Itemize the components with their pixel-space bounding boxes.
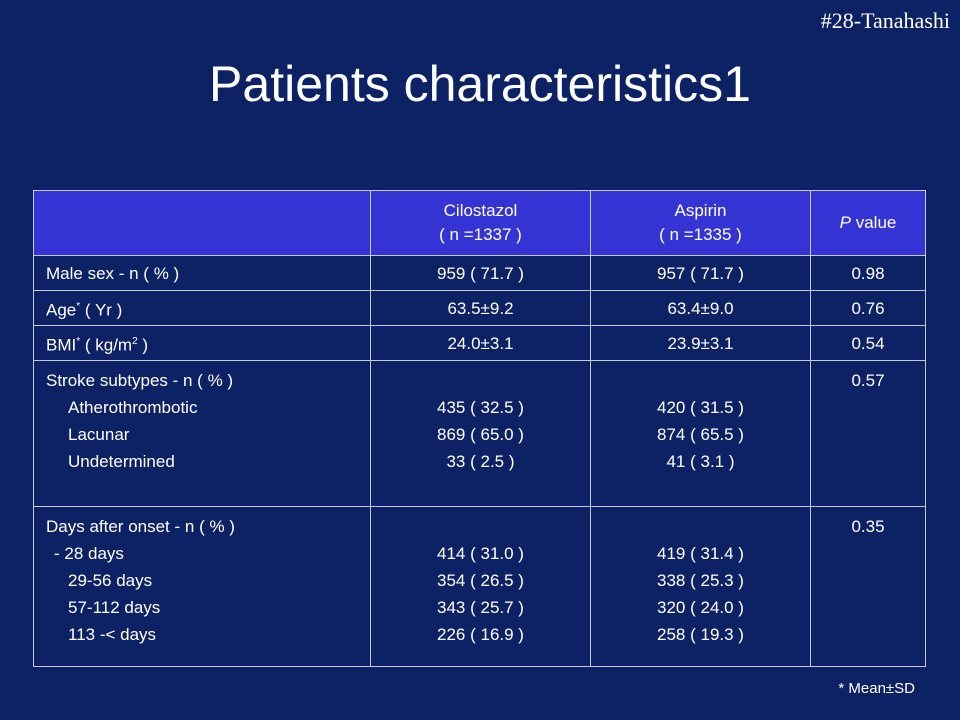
text: 0.76 <box>851 298 885 318</box>
cell: Age* ( Yr ) <box>33 290 371 326</box>
text: Days after onset - n ( % ) <box>46 517 235 536</box>
cell: 420 ( 31.5 ) 874 ( 65.5 ) 41 ( 3.1 ) <box>590 360 811 507</box>
text: 2 <box>132 335 138 347</box>
text: * <box>76 335 81 347</box>
text: P <box>839 213 851 232</box>
text: 0.35 <box>851 517 885 536</box>
cell: 63.5±9.2 <box>370 290 591 326</box>
text: 419 ( 31.4 ) <box>657 544 744 563</box>
text: 0.54 <box>851 333 885 353</box>
cell: 419 ( 31.4 ) 338 ( 25.3 ) 320 ( 24.0 ) 258 … <box>590 506 811 667</box>
cell: 23.9±3.1 <box>590 325 811 361</box>
text: 338 ( 25.3 ) <box>657 571 744 590</box>
text: Aspirin <box>674 201 727 220</box>
header-cell: Cilostazol ( n =1337 ) <box>370 190 591 256</box>
cell: 414 ( 31.0 ) 354 ( 26.5 ) 343 ( 25.7 ) 226 … <box>370 506 591 667</box>
text: 113 -< days <box>68 625 157 644</box>
text: ( n =1337 ) <box>439 225 522 244</box>
cell: Stroke subtypes - n ( % ) Atherothromboti… <box>33 360 371 507</box>
cell: Days after onset - n ( % ) - 28 days 29-56… <box>33 506 371 667</box>
header-cell: Aspirin ( n =1335 ) <box>590 190 811 256</box>
text: ( n =1335 ) <box>659 225 742 244</box>
cell: Male sex - n ( % ) <box>33 255 371 291</box>
text: BMI <box>46 335 77 355</box>
text: 957 ( 71.7 ) <box>657 263 744 283</box>
text: 63.4±9.0 <box>667 298 734 318</box>
text: * <box>76 300 81 312</box>
cell: 0.98 <box>810 255 926 291</box>
text: 63.5±9.2 <box>447 298 514 318</box>
text: 414 ( 31.0 ) <box>437 544 524 563</box>
cell: 0.35 <box>810 506 926 667</box>
cell: 0.54 <box>810 325 926 361</box>
cell: 959 ( 71.7 ) <box>370 255 591 291</box>
slide-tag: #28-Tanahashi <box>820 8 950 33</box>
text: 869 ( 65.0 ) <box>437 425 524 444</box>
text: 0.98 <box>851 263 885 283</box>
cell: 63.4±9.0 <box>590 290 811 326</box>
text: 343 ( 25.7 ) <box>437 598 524 617</box>
cell: BMI* ( kg/m2 ) <box>33 325 371 361</box>
text: 354 ( 26.5 ) <box>437 571 524 590</box>
text: Male sex - n ( % ) <box>46 263 180 283</box>
text: value <box>850 213 897 232</box>
text: 226 ( 16.9 ) <box>437 625 524 644</box>
text: - 28 days <box>54 544 124 563</box>
footnote: * Mean±SD <box>838 680 915 697</box>
text: Lacunar <box>68 425 130 444</box>
text: ) <box>137 335 149 355</box>
text: ( kg/m <box>80 335 133 355</box>
text: 24.0±3.1 <box>447 333 514 353</box>
text: 959 ( 71.7 ) <box>437 263 524 283</box>
text: Cilostazol <box>443 201 518 220</box>
text: 29-56 days <box>68 571 153 590</box>
header-cell: P value <box>810 190 926 256</box>
text: 57-112 days <box>68 598 161 617</box>
text: 435 ( 32.5 ) <box>437 398 524 417</box>
cell: 24.0±3.1 <box>370 325 591 361</box>
text: Stroke subtypes - n ( % ) <box>46 371 234 390</box>
text: 258 ( 19.3 ) <box>657 625 744 644</box>
text: Age <box>46 300 77 320</box>
table: Cilostazol ( n =1337 ) Aspirin ( n =1335 )… <box>33 190 926 667</box>
text: 41 ( 3.1 ) <box>666 452 735 471</box>
cell: 957 ( 71.7 ) <box>590 255 811 291</box>
text: Undetermined <box>68 452 175 471</box>
text: 0.57 <box>851 371 885 390</box>
slide-title: Patients characteristics1 <box>209 56 751 112</box>
header-cell <box>33 190 371 256</box>
cell: 435 ( 32.5 ) 869 ( 65.0 ) 33 ( 2.5 ) <box>370 360 591 507</box>
text: 33 ( 2.5 ) <box>446 452 515 471</box>
text: 420 ( 31.5 ) <box>657 398 744 417</box>
text: 23.9±3.1 <box>667 333 734 353</box>
text: 320 ( 24.0 ) <box>657 598 744 617</box>
text: Atherothrombotic <box>68 398 198 417</box>
text: ( Yr ) <box>80 300 123 320</box>
cell: 0.57 <box>810 360 926 507</box>
cell: 0.76 <box>810 290 926 326</box>
text: 874 ( 65.5 ) <box>657 425 744 444</box>
